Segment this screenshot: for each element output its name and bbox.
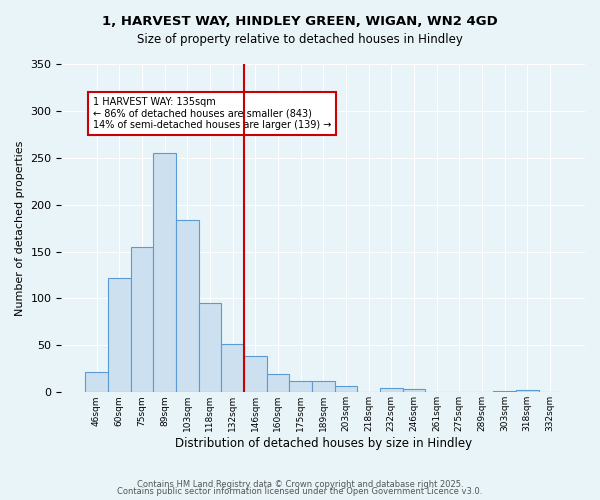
Bar [153,153,176,392]
Bar [289,381,312,392]
Text: Contains HM Land Registry data © Crown copyright and database right 2025.: Contains HM Land Registry data © Crown c… [137,480,463,489]
Text: 1 HARVEST WAY: 135sqm
← 86% of detached houses are smaller (843)
14% of semi-det: 1 HARVEST WAY: 135sqm ← 86% of detached … [93,97,331,130]
Text: 1, HARVEST WAY, HINDLEY GREEN, WIGAN, WN2 4GD: 1, HARVEST WAY, HINDLEY GREEN, WIGAN, WN… [102,15,498,28]
Bar [516,390,539,392]
Bar [266,374,289,392]
Bar [312,381,335,392]
Bar [244,356,266,393]
Bar [85,372,108,392]
Bar [335,386,357,392]
Y-axis label: Number of detached properties: Number of detached properties [15,140,25,316]
Bar [380,388,403,392]
Bar [403,388,425,392]
Bar [199,303,221,392]
Bar [176,220,199,392]
Bar [221,344,244,392]
X-axis label: Distribution of detached houses by size in Hindley: Distribution of detached houses by size … [175,437,472,450]
Text: Contains public sector information licensed under the Open Government Licence v3: Contains public sector information licen… [118,487,482,496]
Text: Size of property relative to detached houses in Hindley: Size of property relative to detached ho… [137,32,463,46]
Bar [131,247,153,392]
Bar [108,278,131,392]
